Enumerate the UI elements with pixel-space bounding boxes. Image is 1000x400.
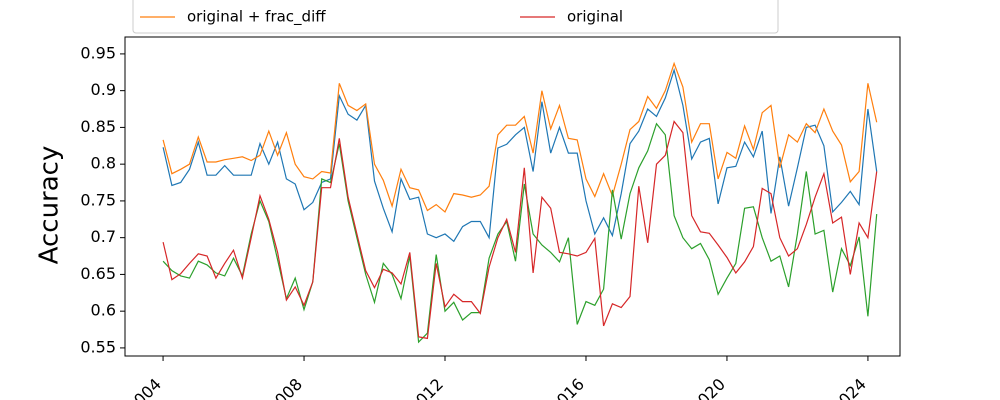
y-tick-label: 0.85 [80, 117, 116, 136]
y-tick-label: 0.9 [91, 80, 116, 99]
plot-frame [124, 36, 901, 357]
y-tick-label: 0.6 [91, 301, 116, 320]
y-tick-label: 0.75 [80, 190, 116, 209]
series-line [162, 67, 878, 243]
legend-box [132, 0, 779, 34]
y-tick-label: 0.65 [80, 264, 116, 283]
series-line [162, 61, 878, 213]
y-tick-label: 0.55 [80, 337, 116, 356]
legend-label: original + frac_diff [187, 8, 326, 27]
y-tick-label: 0.7 [91, 227, 116, 246]
y-tick-label: 0.95 [80, 43, 116, 62]
y-tick-label: 0.8 [91, 154, 116, 173]
series-line [162, 120, 878, 340]
legend-label: original [567, 8, 623, 26]
y-axis-label: Accuracy [35, 146, 65, 265]
